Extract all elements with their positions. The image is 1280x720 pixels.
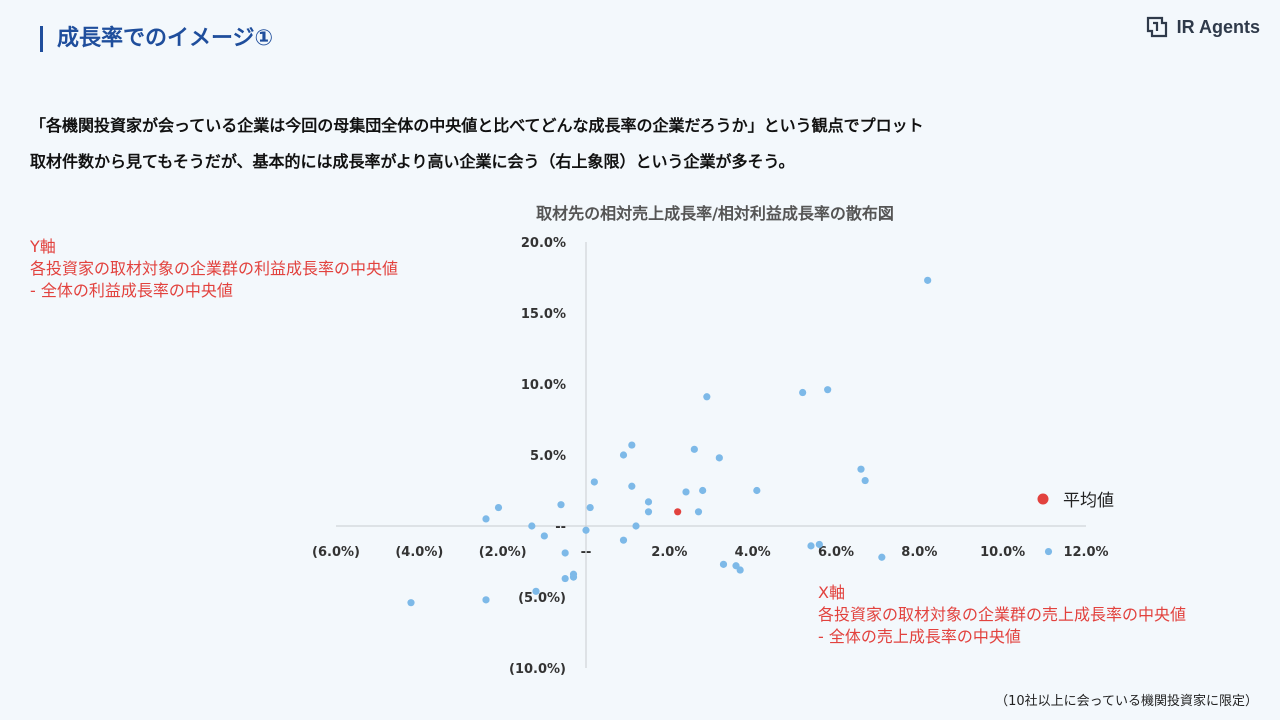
y-tick-label: -- <box>555 520 566 535</box>
data-point <box>878 553 886 561</box>
x-tick-label: 12.0% <box>1063 545 1108 560</box>
data-point <box>540 532 548 540</box>
data-point <box>719 560 728 568</box>
data-point <box>561 549 569 557</box>
data-point <box>586 503 594 512</box>
data-point <box>694 508 703 516</box>
x-axis-note-line-2: - 全体の売上成長率の中央値 <box>818 627 1021 646</box>
logo-text: IR Agents <box>1176 16 1260 37</box>
data-point <box>628 482 636 490</box>
x-axis-note-line-1: 各投資家の取材対象の企業群の売上成長率の中央値 <box>818 605 1187 624</box>
x-tick-label: (4.0%) <box>395 545 443 560</box>
x-tick-label: 8.0% <box>901 545 937 560</box>
data-point <box>703 393 711 401</box>
data-point <box>561 574 569 583</box>
data-point <box>632 522 640 530</box>
data-point <box>494 503 503 512</box>
y-axis-note-title: Y軸 <box>30 237 56 256</box>
data-point <box>644 498 653 506</box>
data-point <box>532 587 540 595</box>
data-point <box>582 526 590 534</box>
legend-label: 平均値 <box>1063 491 1114 511</box>
data-point <box>799 388 807 397</box>
data-point <box>1044 547 1053 556</box>
data-point <box>736 566 744 574</box>
data-point <box>619 451 628 459</box>
y-tick-label: 15.0% <box>521 307 566 322</box>
data-point <box>528 522 536 530</box>
y-tick-label: 20.0% <box>521 236 566 251</box>
x-tick-label: -- <box>581 545 592 560</box>
x-tick-label: 4.0% <box>735 545 771 560</box>
data-point <box>815 540 823 549</box>
data-point <box>690 445 698 453</box>
data-point <box>619 536 628 544</box>
description-line-1: 「各機関投資家が会っている企業は今回の母集団全体の中央値と比べてどんな成長率の企… <box>30 116 924 135</box>
legend-marker <box>1037 493 1049 505</box>
data-point <box>699 486 707 495</box>
data-point <box>861 476 869 485</box>
x-tick-label: (6.0%) <box>312 545 360 560</box>
y-tick-label: (5.0%) <box>518 591 566 606</box>
footnote: （10社以上に会っている機関投資家に限定） <box>995 694 1258 709</box>
data-point <box>569 573 578 581</box>
x-axis-note: X軸 各投資家の取材対象の企業群の売上成長率の中央値 - 全体の売上成長率の中央… <box>818 582 1186 648</box>
y-tick-label: 10.0% <box>521 378 566 393</box>
data-point <box>715 454 723 462</box>
data-point <box>407 599 415 607</box>
data-point <box>482 515 490 523</box>
y-axis-note-line-2: - 全体の利益成長率の中央値 <box>30 281 233 300</box>
average-point <box>674 508 682 516</box>
data-point <box>682 488 690 496</box>
data-point <box>644 508 653 516</box>
data-point <box>557 501 565 509</box>
brand-logo: IR Agents <box>1145 14 1260 40</box>
data-point <box>628 441 636 449</box>
x-tick-label: 10.0% <box>980 545 1025 560</box>
y-tick-label: 5.0% <box>530 449 566 464</box>
data-point <box>824 386 832 394</box>
description-line-2: 取材件数から見てもそうだが、基本的には成長率がより高い企業に会う（右上象限）とい… <box>30 152 795 171</box>
data-point <box>924 276 932 284</box>
x-tick-label: 6.0% <box>818 545 854 560</box>
y-tick-label: (10.0%) <box>509 662 566 677</box>
data-point <box>753 486 761 495</box>
y-axis-note-line-1: 各投資家の取材対象の企業群の利益成長率の中央値 <box>30 259 399 278</box>
data-point <box>807 542 815 550</box>
x-tick-label: 2.0% <box>651 545 687 560</box>
data-point <box>482 596 490 604</box>
y-axis-note: Y軸 各投資家の取材対象の企業群の利益成長率の中央値 - 全体の利益成長率の中央… <box>30 236 398 302</box>
data-point <box>590 478 598 486</box>
chart-title: 取材先の相対売上成長率/相対利益成長率の散布図 <box>536 204 894 223</box>
data-point <box>857 465 865 473</box>
logo-mark-icon <box>1146 16 1167 38</box>
x-axis-note-title: X軸 <box>818 583 845 602</box>
page-title: 成長率でのイメージ① <box>40 26 273 52</box>
x-tick-label: (2.0%) <box>479 545 527 560</box>
